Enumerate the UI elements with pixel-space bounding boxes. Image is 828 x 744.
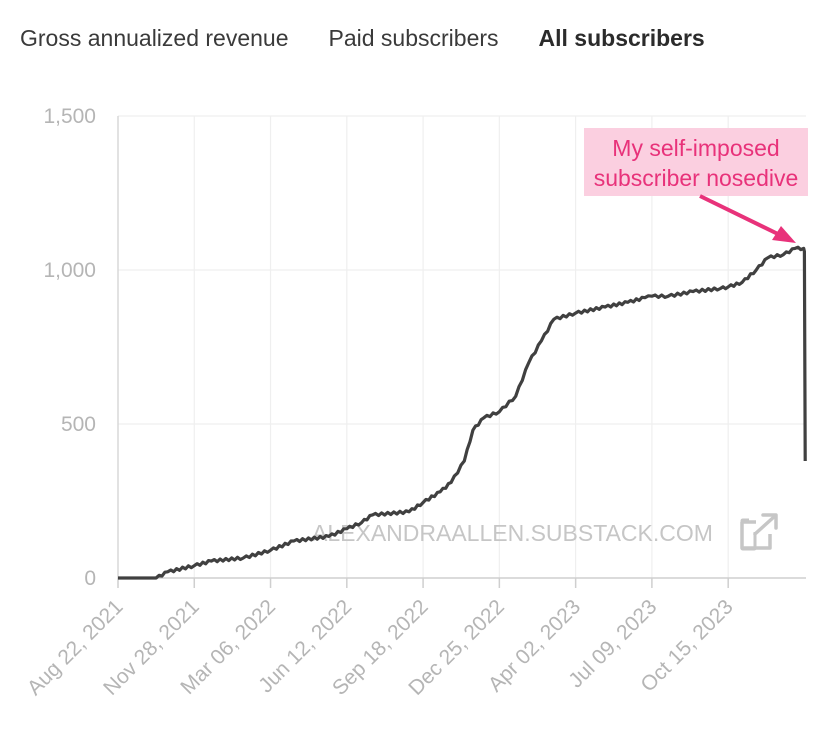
grid xyxy=(117,115,806,588)
external-link-icon[interactable] xyxy=(740,513,778,551)
annotation-line-2: subscriber nosedive xyxy=(594,165,799,191)
series-line xyxy=(118,245,807,580)
y-tick-label: 0 xyxy=(84,567,96,590)
annotation-box xyxy=(584,128,808,196)
y-tick-label: 1,500 xyxy=(43,105,96,128)
tab-paid-subscribers[interactable]: Paid subscribers xyxy=(328,25,499,51)
annotation-line-1: My self-imposed xyxy=(612,135,779,161)
tab-all-subscribers[interactable]: All subscribers xyxy=(538,25,705,51)
annotation-arrow xyxy=(699,194,781,237)
y-axis-ticks: 0 500 1,000 1,500 xyxy=(43,105,96,590)
watermark: ALEXANDRAALLEN.SUBSTACK.COM xyxy=(312,520,713,546)
annotation: My self-imposed subscriber nosedive xyxy=(584,128,808,243)
annotation-arrowhead xyxy=(772,226,796,243)
y-tick-label: 500 xyxy=(61,413,96,436)
tab-gross-annualized-revenue[interactable]: Gross annualized revenue xyxy=(20,25,289,51)
y-tick-label: 1,000 xyxy=(43,259,96,282)
metric-tabs: Gross annualized revenue Paid subscriber… xyxy=(20,22,745,54)
